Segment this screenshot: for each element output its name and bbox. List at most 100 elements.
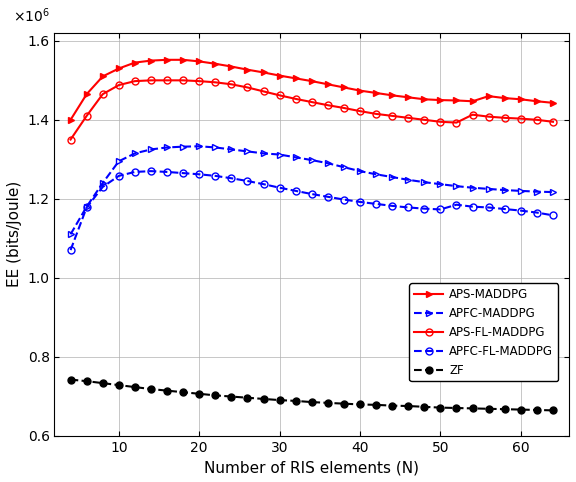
APS-MADDPG: [550, 100, 556, 106]
APS-MADDPG: [67, 117, 74, 123]
APS-FL-MADDPG: [421, 117, 428, 123]
ZF: [228, 394, 235, 400]
APFC-MADDPG: [469, 185, 476, 190]
APS-MADDPG: [324, 81, 331, 87]
APFC-FL-MADDPG: [405, 204, 412, 210]
APFC-MADDPG: [453, 183, 460, 189]
APS-FL-MADDPG: [131, 78, 138, 84]
ZF: [389, 403, 396, 409]
APFC-MADDPG: [373, 172, 380, 177]
APS-FL-MADDPG: [517, 116, 524, 121]
APFC-FL-MADDPG: [485, 204, 492, 210]
ZF: [373, 402, 380, 408]
APFC-MADDPG: [389, 174, 396, 180]
ZF: [115, 382, 122, 388]
APFC-FL-MADDPG: [67, 247, 74, 253]
APS-FL-MADDPG: [485, 114, 492, 120]
Line: APFC-FL-MADDPG: APFC-FL-MADDPG: [67, 168, 556, 254]
ZF: [292, 398, 299, 404]
APFC-FL-MADDPG: [340, 197, 347, 202]
APS-MADDPG: [276, 73, 283, 79]
APFC-FL-MADDPG: [324, 194, 331, 200]
APFC-FL-MADDPG: [115, 173, 122, 179]
ZF: [453, 405, 460, 411]
APFC-FL-MADDPG: [196, 172, 203, 177]
APS-MADDPG: [485, 93, 492, 99]
APS-MADDPG: [292, 76, 299, 81]
ZF: [421, 404, 428, 410]
ZF: [340, 401, 347, 406]
APS-MADDPG: [437, 97, 444, 103]
ZF: [99, 380, 106, 386]
APS-MADDPG: [164, 57, 170, 63]
APS-MADDPG: [212, 61, 219, 67]
APFC-FL-MADDPG: [550, 213, 556, 218]
APS-FL-MADDPG: [501, 115, 508, 120]
APS-FL-MADDPG: [373, 111, 380, 117]
ZF: [550, 407, 556, 413]
APFC-MADDPG: [533, 189, 540, 195]
APS-MADDPG: [131, 60, 138, 66]
APFC-FL-MADDPG: [99, 184, 106, 190]
ZF: [357, 402, 363, 407]
ZF: [147, 386, 154, 392]
APFC-MADDPG: [115, 159, 122, 164]
APS-FL-MADDPG: [115, 82, 122, 88]
Line: APFC-MADDPG: APFC-MADDPG: [67, 143, 556, 238]
APFC-MADDPG: [276, 152, 283, 158]
APS-FL-MADDPG: [196, 78, 203, 84]
APFC-MADDPG: [196, 143, 203, 149]
APS-FL-MADDPG: [469, 112, 476, 118]
APS-MADDPG: [340, 84, 347, 90]
APFC-MADDPG: [421, 179, 428, 185]
APS-FL-MADDPG: [180, 78, 187, 83]
APS-MADDPG: [501, 95, 508, 101]
APS-FL-MADDPG: [324, 102, 331, 108]
APS-MADDPG: [228, 64, 235, 69]
APFC-FL-MADDPG: [164, 169, 170, 175]
APFC-MADDPG: [83, 204, 90, 210]
APS-MADDPG: [308, 78, 315, 84]
APS-FL-MADDPG: [260, 89, 267, 94]
APFC-FL-MADDPG: [469, 204, 476, 210]
APS-FL-MADDPG: [292, 96, 299, 102]
Y-axis label: EE (bits/Joule): EE (bits/Joule): [7, 181, 22, 287]
ZF: [244, 395, 251, 401]
Line: APS-MADDPG: APS-MADDPG: [67, 56, 556, 123]
APFC-MADDPG: [308, 157, 315, 163]
APFC-FL-MADDPG: [147, 168, 154, 174]
APS-FL-MADDPG: [212, 80, 219, 85]
APS-MADDPG: [453, 97, 460, 103]
APS-FL-MADDPG: [340, 105, 347, 111]
ZF: [196, 391, 203, 397]
APS-FL-MADDPG: [533, 117, 540, 123]
APS-MADDPG: [389, 93, 396, 98]
APFC-FL-MADDPG: [244, 178, 251, 184]
APFC-MADDPG: [485, 186, 492, 192]
APFC-FL-MADDPG: [357, 199, 363, 205]
ZF: [533, 407, 540, 413]
APS-MADDPG: [533, 98, 540, 104]
APFC-FL-MADDPG: [501, 206, 508, 212]
APS-FL-MADDPG: [228, 81, 235, 87]
APFC-FL-MADDPG: [453, 202, 460, 208]
APS-FL-MADDPG: [83, 113, 90, 119]
ZF: [131, 384, 138, 390]
APFC-FL-MADDPG: [260, 181, 267, 187]
APS-MADDPG: [517, 96, 524, 102]
APFC-FL-MADDPG: [389, 203, 396, 209]
APFC-FL-MADDPG: [180, 170, 187, 176]
Line: APS-FL-MADDPG: APS-FL-MADDPG: [67, 77, 556, 143]
APFC-MADDPG: [244, 148, 251, 154]
APFC-MADDPG: [131, 150, 138, 156]
APFC-MADDPG: [99, 180, 106, 186]
ZF: [83, 378, 90, 384]
ZF: [164, 388, 170, 393]
APFC-FL-MADDPG: [533, 210, 540, 215]
APS-FL-MADDPG: [389, 113, 396, 119]
APFC-MADDPG: [324, 161, 331, 166]
APS-FL-MADDPG: [437, 119, 444, 125]
APFC-FL-MADDPG: [373, 201, 380, 207]
Text: $\times10^{6}$: $\times10^{6}$: [13, 6, 50, 25]
ZF: [180, 389, 187, 395]
